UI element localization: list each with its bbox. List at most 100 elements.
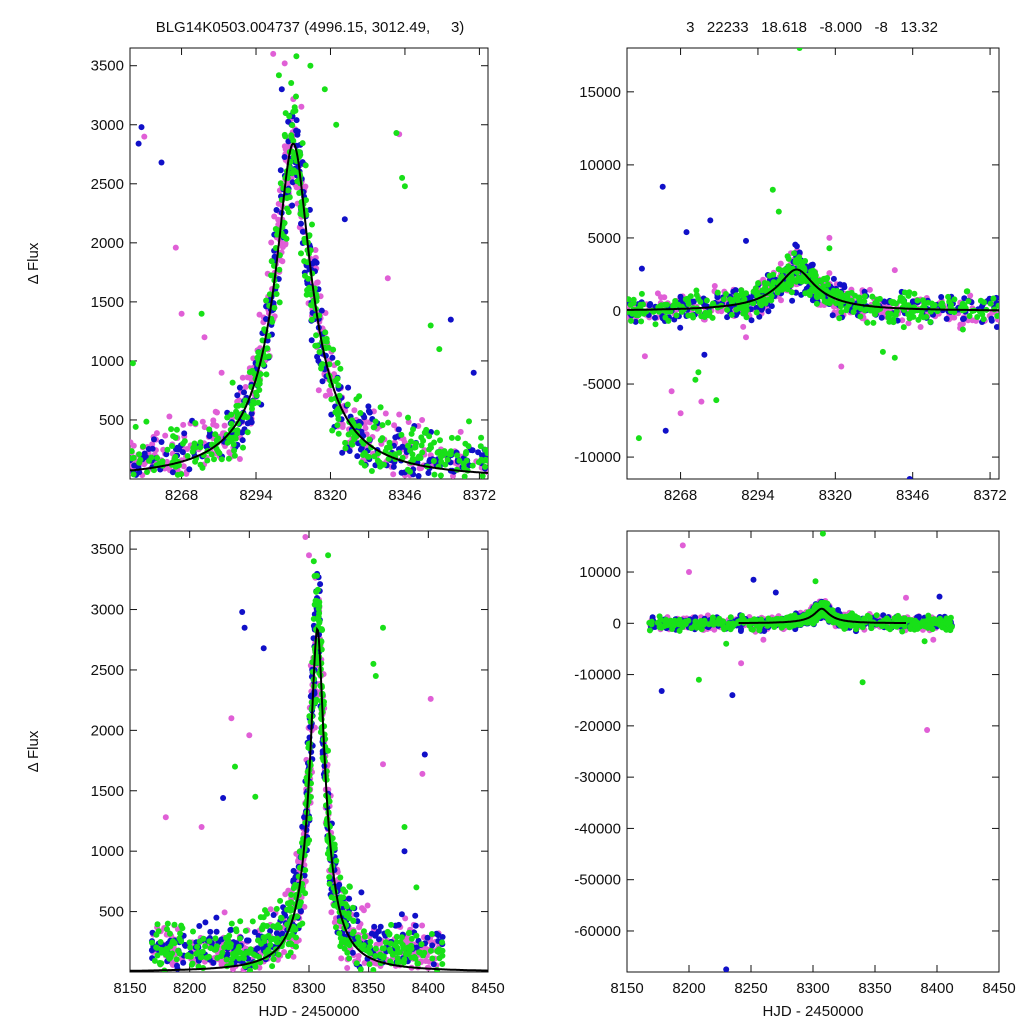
data-point (298, 250, 304, 257)
data-point (426, 433, 433, 440)
data-point (377, 437, 384, 444)
data-point (271, 253, 278, 260)
data-point (799, 274, 806, 281)
data-point (306, 284, 313, 291)
x-tick-label: 8300 (292, 980, 325, 997)
data-point (311, 601, 318, 608)
data-point (130, 455, 135, 462)
data-point (714, 289, 721, 296)
outlier-point (356, 393, 363, 400)
data-point (892, 311, 899, 318)
data-point (429, 942, 436, 949)
data-point (289, 122, 296, 129)
data-point (262, 907, 268, 914)
data-point (322, 329, 329, 336)
data-point (192, 444, 199, 451)
outlier-point (796, 48, 803, 51)
data-point (836, 293, 843, 300)
data-point (336, 392, 343, 399)
y-tick-label: 2500 (91, 176, 124, 193)
data-point (287, 905, 294, 912)
data-point (671, 303, 678, 309)
data-point (386, 930, 393, 937)
outlier-point (421, 751, 428, 758)
data-point (379, 422, 386, 429)
outlier-point (936, 593, 943, 600)
data-point (341, 945, 348, 952)
data-point (130, 442, 137, 449)
outlier-point (419, 770, 426, 777)
data-point (293, 184, 300, 191)
data-point (864, 319, 871, 326)
data-point (834, 288, 841, 294)
data-point (456, 457, 463, 464)
data-point (439, 952, 446, 959)
data-point (753, 309, 760, 316)
data-point (311, 258, 318, 265)
data-point (778, 273, 785, 280)
data-point (910, 313, 917, 320)
data-point (810, 274, 817, 281)
y-axis-title: Δ Flux (25, 242, 42, 284)
data-point (687, 293, 694, 300)
data-point (418, 941, 425, 948)
outlier-point (241, 624, 248, 631)
data-point (163, 451, 170, 458)
data-point (766, 272, 773, 279)
data-point (178, 922, 185, 929)
outlier-point (384, 275, 391, 282)
data-point (408, 430, 415, 437)
outlier-point (906, 476, 913, 479)
outlier-point (659, 183, 666, 190)
data-point (437, 437, 443, 444)
data-point (233, 928, 240, 935)
data-point (151, 436, 157, 443)
data-point (741, 296, 748, 303)
data-point (254, 354, 261, 361)
data-point (289, 179, 296, 186)
data-point (286, 194, 293, 201)
data-point (428, 931, 435, 937)
data-point (267, 928, 274, 934)
data-point (377, 463, 384, 470)
data-point (212, 935, 219, 942)
data-point (477, 443, 484, 450)
data-point (417, 949, 424, 956)
data-point (227, 943, 234, 950)
data-point (231, 447, 238, 454)
data-point (230, 966, 236, 972)
data-point (393, 933, 400, 940)
data-point (258, 940, 265, 947)
data-point (224, 439, 231, 446)
data-point (706, 309, 713, 316)
data-point (244, 374, 251, 381)
data-point (888, 298, 895, 305)
data-point (765, 308, 772, 315)
data-point (329, 354, 336, 361)
data-point (711, 283, 718, 289)
data-point (223, 934, 229, 941)
data-point (361, 928, 367, 935)
x-tick-label: 8320 (314, 487, 347, 504)
data-point (433, 429, 440, 436)
data-point (429, 955, 436, 962)
data-point (159, 459, 166, 466)
data-point (425, 470, 432, 476)
data-point (323, 335, 330, 342)
data-point (405, 930, 412, 937)
data-point (213, 437, 220, 444)
data-point (155, 928, 162, 935)
outlier-point (891, 267, 898, 274)
data-point (755, 280, 762, 287)
y-tick-label: 5000 (588, 230, 621, 247)
y-tick-label: 1000 (91, 843, 124, 860)
data-point (367, 938, 374, 945)
data-point (249, 918, 256, 925)
outlier-point (293, 127, 300, 134)
data-point (284, 921, 290, 928)
data-point (398, 469, 405, 476)
outlier-point (220, 795, 227, 801)
outlier-point (743, 334, 749, 341)
data-point (272, 937, 279, 944)
outlier-point (695, 369, 702, 376)
